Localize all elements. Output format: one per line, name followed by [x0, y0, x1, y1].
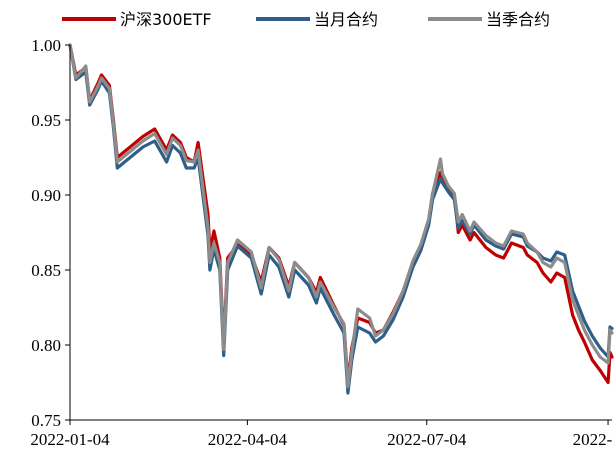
y-tick-label: 0.75: [31, 411, 61, 430]
x-tick-label: 2022-10-0: [573, 430, 614, 449]
legend-label: 当月合约: [314, 10, 378, 29]
x-tick-label: 2022-04-04: [208, 430, 288, 449]
legend-label: 当季合约: [486, 10, 550, 29]
y-tick-label: 1.00: [31, 36, 61, 55]
series-line-2: [68, 43, 614, 395]
x-tick-label: 2022-01-04: [30, 430, 110, 449]
y-tick-label: 0.95: [31, 111, 61, 130]
y-tick-label: 0.90: [31, 186, 61, 205]
x-tick-label: 2022-07-04: [387, 430, 467, 449]
y-tick-label: 0.85: [31, 261, 61, 280]
series-line-1: [68, 43, 614, 385]
series-line-3: [68, 43, 614, 389]
legend-label: 沪深300ETF: [120, 10, 212, 29]
legend: 沪深300ETF 当月合约 当季合约: [62, 10, 550, 29]
series-lines: [68, 43, 614, 395]
y-tick-label: 0.80: [31, 336, 61, 355]
axes: 0.75 0.80 0.85 0.90 0.95 1.00 2022-01-04 2022-0…: [30, 36, 614, 449]
